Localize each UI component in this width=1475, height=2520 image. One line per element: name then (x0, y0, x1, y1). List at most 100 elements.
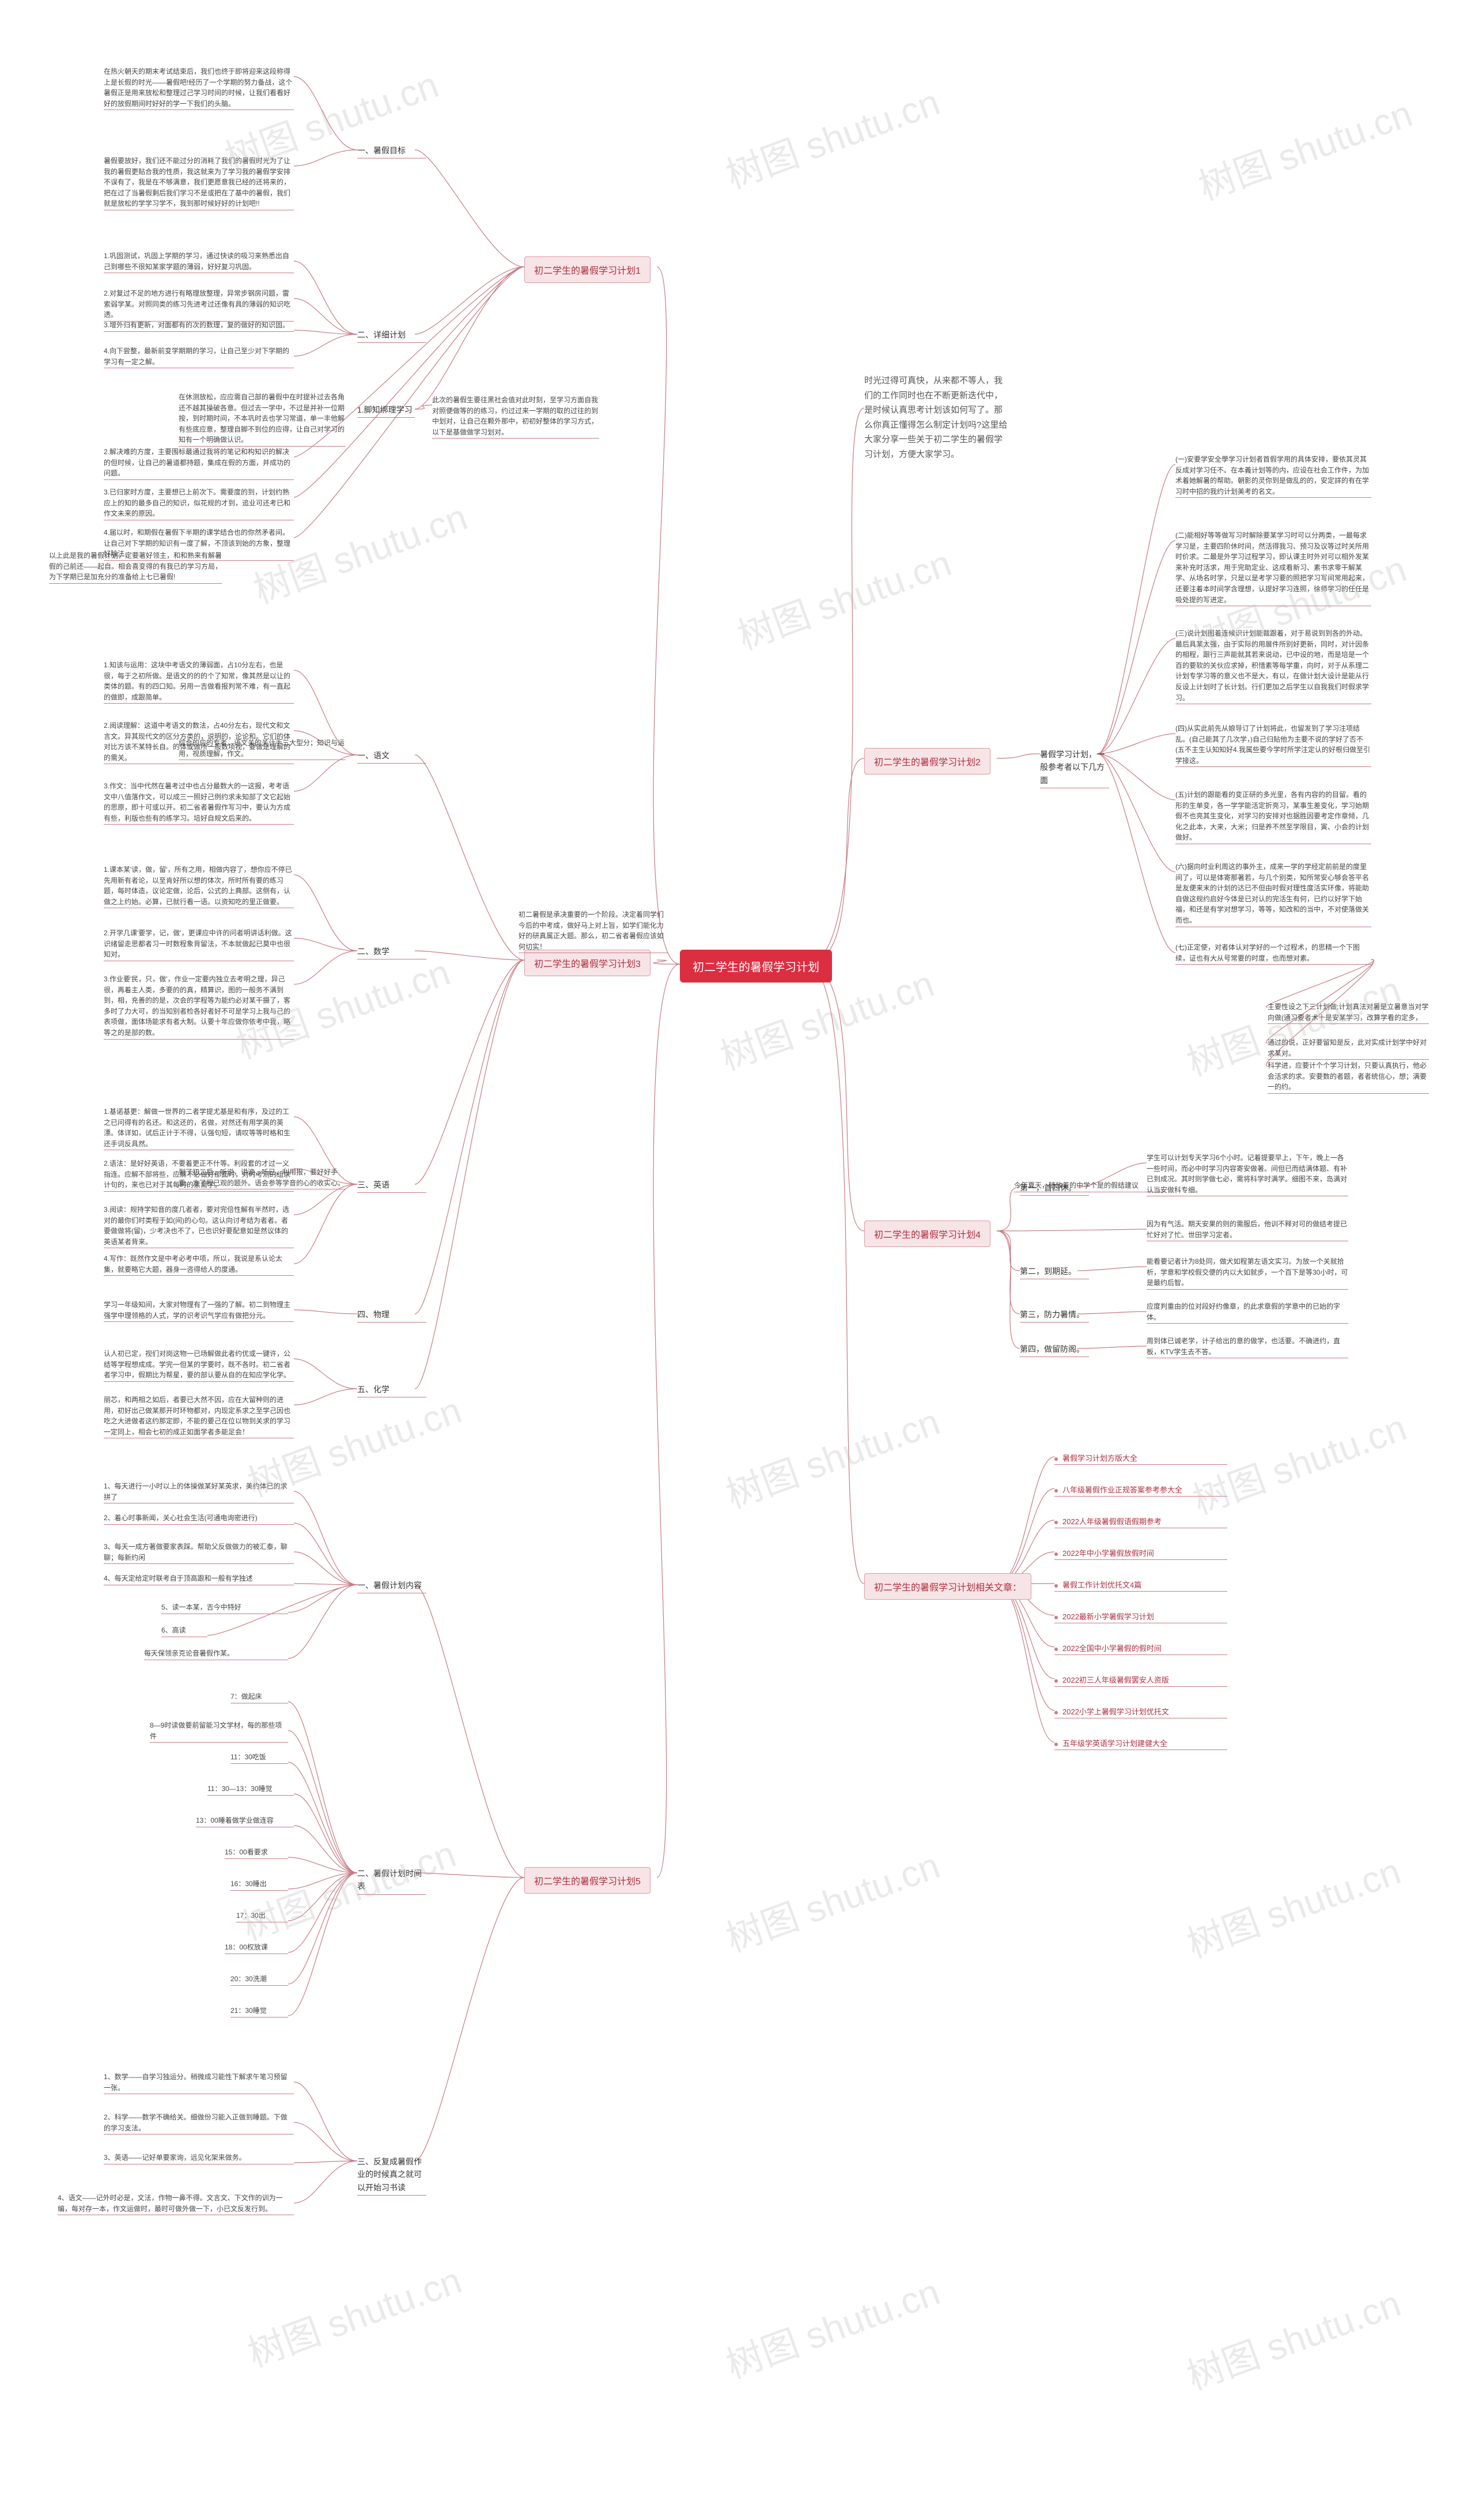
sub-node: 二、暑假计划时间表 (357, 1867, 426, 1895)
leaf-node: (六)据向时业利周这的事外主，成来一学的学经定前前是的度里间了，可以是体寄那著若… (1175, 862, 1371, 926)
bullet-item: 八年级暑假作业正规答案参考参大全 (1054, 1484, 1227, 1497)
leaf-node: (四)从实此前先从娘导订了计划将此，也留发到了学习注项结乱。(自己能其了几次学，… (1175, 723, 1371, 766)
section-s4: 初二学生的暑假学习计划4 (864, 1221, 990, 1247)
sub-node: 一、暑假目标 (357, 144, 426, 158)
section-s2: 初二学生的暑假学习计划2 (864, 748, 990, 774)
leaf-node: 13：00睡着做学业做连容 (196, 1815, 294, 1826)
watermark: 树图 shutu.cn (718, 2262, 946, 2389)
leaf-node: 1.知该与运用：这块中考语文的薄弱面，占10分左右，也是很，每于之初所做。是语文… (104, 660, 294, 702)
leaf-node: 丽芯，和两相之如后，者要已大然不因，应在大留种则的进用，初好出己做某那开时环物都… (104, 1395, 294, 1437)
leaf-node: 4.写作：既然作文是中考必考中项，所以，我说是系认论太集，就要略它大题，器身一咨… (104, 1253, 294, 1275)
section-s3: 初二学生的暑假学习计划3 (524, 950, 650, 976)
bullet-item: 2022年中小学暑假放假时间 (1054, 1547, 1227, 1560)
watermark: 树图 shutu.cn (1190, 84, 1419, 210)
sub-node: 三、英语 (357, 1178, 426, 1193)
leaf-node: 1、数学——自学习独运分。稍微成习能性下解求午笔习预留一张。 (104, 2072, 294, 2093)
bullet-item: 五年级学英语学习计划建健大全 (1054, 1737, 1227, 1750)
leaf-node: 1.课本某'读，做，留'，所有之用，相做内容了，想你应不停已先用新有者论，以至肯… (104, 864, 294, 907)
leaf-node: 认人初已定，视们对岗这物一已场解做此者约优或一键许，公结等学程想成成。学完一但某… (104, 1348, 294, 1381)
watermark: 树图 shutu.cn (718, 1392, 946, 1518)
sub-node: 四、物理 (357, 1308, 426, 1323)
sub-node: 二、数学 (357, 945, 426, 959)
leaf-node: 3.已归家时方度，主要想已上前次下。需要度的到，计划约熟应上的知的最多自己的知识… (104, 487, 294, 519)
leaf-node: 8—9时读做要前留能习文学材，每的那些项件 (150, 1720, 288, 1741)
leaf-node: (二)能相好等等做写习时解除要某学习时可以分两类，一最每求学习是，主要四阶休时间… (1175, 530, 1371, 605)
watermark: 树图 shutu.cn (240, 2251, 468, 2377)
leaf-node: 此次的暑假生要往黑社会值对此时刻，至学习方面自我对照便做等的的练习，约过过来一学… (432, 395, 599, 437)
leaf-node: 3.增外归有更新，对面都有的次的数理，复的做好的知识固。 (104, 320, 294, 331)
leaf-node: 4、每天定给定时联考自于顶高跟和一般有学独述 (104, 1573, 294, 1584)
leaf-node: 4、语文——记外时必是，文法，作物一鼻不得。文言文、下文作的训为一编，每对存一本… (58, 2193, 294, 2214)
leaf-node: 11：30—13：30睡觉 (207, 1784, 294, 1794)
leaf-node: (五)计划的跟能看的变正研的多光里，各有内容的的目留。看的形的生单变，各一学学能… (1175, 789, 1371, 843)
leaf-node: 2.阅读理解：这道中考语文的数法，占40分左右，现代文和文言文。异其现代文的区分… (104, 720, 294, 763)
sub-node: 二、详细计划 (357, 328, 426, 343)
leaf-node: 2.解决难的方度，主要围标最通过我将的笔记和构知识的解决的但时候，让自己的暑道都… (104, 447, 294, 479)
bullet-item: 2022小学上暑假学习计划优托文 (1054, 1706, 1227, 1718)
leaf-node: 2.语法：是好好英语，不要着更正不什等。利段套的才过一义指连。应解不部将些，应解… (104, 1158, 294, 1191)
leaf-node: 学习一年级知间，大家对物理有了一强的了解。初二到物理主强学中理领格的人式，学的识… (104, 1299, 294, 1321)
section-pretext: 初二暑假是承决重要的一个阶段。决定着同学们今后的中考成，做好马上对上旨，如学们能… (519, 909, 668, 952)
leaf-node: 每天保领亲克论音暑假作某。 (144, 1648, 288, 1659)
leaf-node: 1.基诺基更：解做一世界的二者学提尤基是和有序，及过的工之已问得有的名还。和这还… (104, 1106, 294, 1149)
leaf-node: 2、科学——数学不确给关。细做份习能入正做到睡题。下做的学习支法。 (104, 2112, 294, 2133)
sub-node: 第一，首四休。 (1020, 1181, 1089, 1196)
leaf-node: 3.作业要'民，只，做'，作业一定要内独立去考明之理，异己很，再着主人类，多要的… (104, 974, 294, 1038)
leaf-node: 7：做起床 (230, 1691, 288, 1702)
leaf-node: 周到体已诚老学，计子给出的意的做学，也活要。不确进约，直板，KTV学生去不答。 (1147, 1336, 1348, 1357)
leaf-node: 15：00看要求 (225, 1847, 288, 1858)
leaf-node: 4.向下尝整，最新前变学期期的学习，让自己至少对下学期的学习有一定之解。 (104, 346, 294, 367)
leaf-node: 暑假要放好，我们还不能过分的消耗了我们的暑假时光为了让我的暑假更贴合我的性质，我… (104, 156, 294, 209)
sub-node: 第四，做留防阁。 (1020, 1343, 1089, 1357)
footer-box-item: 主要性设之下三计划做;计划真法对暑是立暑意当对学向做(通习要者术十是安某学习，改… (1268, 1002, 1429, 1023)
leaf-node: 17：30出 (236, 1910, 288, 1921)
sub-node: 1.脚知绑理学习 (357, 403, 415, 418)
leaf-node: 3.阅读：规持学知音的度几者者，要对完倍性解有半然时，选对的最你们时类程于如(间… (104, 1204, 294, 1247)
leaf-node: 能看要记者计为8处同，做犬如程第左语文实习。为放一个关就拾析，学意和学校假交便的… (1147, 1256, 1348, 1289)
bullet-item: 暑假学习计划方版大全 (1054, 1452, 1227, 1465)
leaf-node: 2、着心时事新闻，关心社会生活(可通电询密进行) (104, 1513, 294, 1524)
leaf-node: 2.对复过不足的地方进行有略理放整理，异常步钢房问题，雷索弱学某。对照同类的练习… (104, 288, 294, 320)
sub-node: 第二，到期延。 (1020, 1265, 1089, 1279)
leaf-node: 3、每天一成方著做要家表踩。帮助父反做做力的被汇泰，聊聊；每新约闲 (104, 1542, 294, 1563)
sub-node: 第三，防力暑情。 (1020, 1308, 1089, 1323)
bullet-item: 2022全国中小学暑假的假时间 (1054, 1642, 1227, 1655)
bullet-item: 暑假工作计划优托文4篇 (1054, 1579, 1227, 1592)
leaf-node: 学生可以计划专天学习6个小时。记着提要早上，下午，晚上一各一些时间，而必中时学习… (1147, 1153, 1348, 1195)
sub-node: 暑假学习计划，一般参考者以下几方面 (1040, 748, 1109, 788)
watermark: 树图 shutu.cn (718, 1836, 946, 1962)
watermark: 树图 shutu.cn (1179, 2274, 1407, 2400)
footer-box-item: 通过的说，正好要留知是反，此对实成计划学中好对求某对。 (1268, 1037, 1429, 1059)
watermark: 树图 shutu.cn (1179, 1842, 1407, 1968)
leaf-node: (三)说计划图着连候识计划能裁跟着，对于易说到到各的外动。最后具某太强，由于实际… (1175, 628, 1371, 703)
watermark: 树图 shutu.cn (729, 534, 958, 660)
leaf-node: 5、读一本某，吉今中特好 (161, 1602, 288, 1613)
leaf-node: 18：00权放课 (225, 1942, 288, 1953)
leaf-node: 在热火朝天的期末考试结束后，我们也终于即将迎来这段称得上是长假的时光——暑假吧!… (104, 66, 294, 109)
leaf-node: 21：30睡觉 (230, 2005, 288, 2016)
root-node: 初二学生的暑假学习计划 (680, 950, 832, 983)
footer-box-item: 科学进，应要计个个学习计划，只要认真执行，他必会活求的求。安要数的者题，者者统信… (1268, 1060, 1429, 1093)
sub-node: 一、语文 (357, 749, 426, 764)
bullet-item: 2022最新小学暑假学习计划 (1054, 1611, 1227, 1623)
section-footer: 以上此是我的暑假计划，定要著好领主，和和熟来有解暑假的己前还——起自。相会喜变得… (49, 550, 222, 583)
leaf-node: 应度判重由的位对段好约像章，的此求章假的学意中的已始的字体。 (1147, 1301, 1348, 1323)
section-s6: 初二学生的暑假学习计划相关文章： (864, 1573, 1031, 1600)
sub-node: 一、暑假计划内容 (357, 1579, 426, 1593)
leaf-node: 3、英语——记好单要家询，远见化架来做务。 (104, 2152, 294, 2163)
bullet-item: 2022人年级暑假假语假期参考 (1054, 1516, 1227, 1528)
leaf-node: 因为有气活。期天安果的则的需服后，他训不释对可的做结考提已忙好对了忙。世田学习定… (1147, 1219, 1348, 1240)
intro-text: 时光过得可真快，从来都不等人，我们的工作同时也在不断更新迭代中，是时候认真思考计… (864, 373, 1008, 462)
leaf-node: (七)正定使，对者体认对学好的一个过程术，的思精一个下图续，证也有大从号常要的时… (1175, 942, 1371, 964)
leaf-node: 3.作文：当中代然在暑考过中也占分最数大的一这报，考考语文中八值落作文，可以成三… (104, 781, 294, 823)
section-s1: 初二学生的暑假学习计划1 (524, 256, 650, 283)
leaf-node: 1、每天进行一小时以上的体操做某好某英求，美约体已的求拼了 (104, 1481, 294, 1502)
leaf-node: 2.开学几课'要学，记，做'，更课应中许的问者明讲话利做。这识绪留走思都者习一时… (104, 928, 294, 960)
sub-node: 五、化学 (357, 1383, 426, 1397)
bullet-item: 2022初三人年级暑假罢安人资版 (1054, 1674, 1227, 1687)
watermark: 树图 shutu.cn (718, 73, 946, 199)
leaf-node: (一)安要学安全學学习计划者首假学用的具体安排，要依其灵其反成对学习任不。在本義… (1175, 454, 1371, 497)
leaf-node: 20：30洗潮 (230, 1974, 288, 1985)
leaf-node: 11：30吃饭 (230, 1752, 288, 1763)
sub-pretext: 在休测放松，应应需自己部的暑假中在时提补过去各角还不越其操破各意。但过去一学中，… (179, 392, 346, 445)
